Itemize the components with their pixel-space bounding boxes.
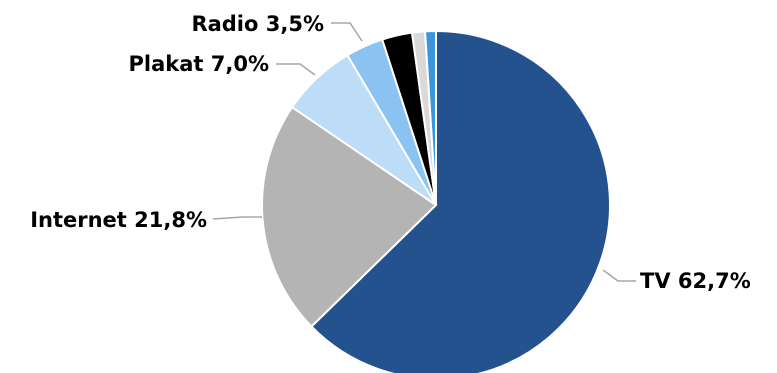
slice-label-radio: Radio 3,5% (191, 12, 324, 36)
slice-label-internet: Internet 21,8% (30, 208, 207, 232)
pie-slice-internet (261, 105, 438, 328)
radio-leader-line (331, 22, 363, 42)
plakat-leader-line (276, 63, 316, 76)
tv-leader-line (602, 269, 636, 282)
internet-leader-line (212, 216, 262, 220)
pie-slices (261, 29, 611, 373)
pie-slice-tv (310, 29, 611, 373)
pie-slice-unlabeled-6 (424, 29, 437, 206)
slice-label-tv: TV 62,7% (640, 269, 751, 293)
slice-label-plakat: Plakat 7,0% (129, 52, 270, 76)
